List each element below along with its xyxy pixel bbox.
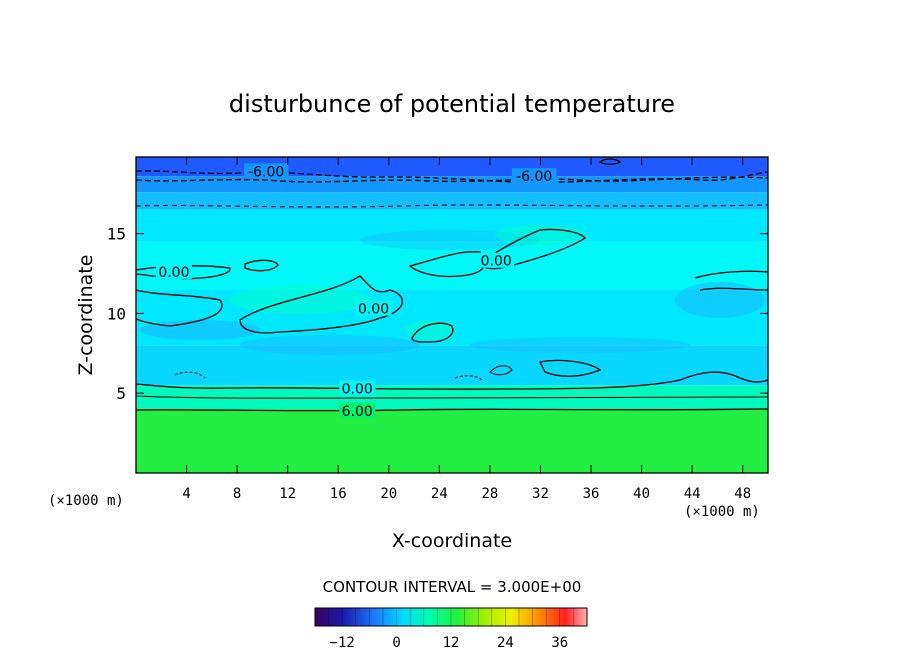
field-patch — [360, 230, 540, 250]
contour-label-bg — [339, 380, 376, 396]
field-band — [136, 241, 768, 290]
field-band — [136, 157, 768, 177]
x-tick-label: 4 — [182, 486, 190, 502]
x-tick-label: 28 — [481, 486, 498, 502]
y-axis-ticks: 5 10 15 — [107, 225, 768, 403]
contour-lines — [136, 158, 768, 412]
colorbar-ticks: −12 0 12 24 36 — [314, 608, 588, 651]
colorbar-tick-label: 12 — [443, 635, 460, 651]
contour-label: 0.00 — [481, 254, 512, 270]
y-unit-label: (×1000 m) — [48, 493, 124, 509]
y-tick-label: 5 — [116, 384, 126, 403]
contour-line — [411, 322, 454, 343]
x-axis-ticks: 4 8 12 16 20 24 28 32 36 40 44 48 — [182, 157, 751, 502]
y-tick-label: 15 — [107, 225, 126, 244]
x-tick-label: 20 — [380, 486, 397, 502]
field-bands — [136, 157, 768, 473]
contour-line — [136, 176, 768, 183]
contour-label-bg — [339, 402, 376, 418]
y-axis-label: Z-coordinate — [75, 255, 97, 376]
contour-label-bg — [155, 263, 192, 279]
contour-line — [598, 158, 622, 165]
x-tick-label: 44 — [684, 486, 701, 502]
colorbar-tick-label: 36 — [551, 635, 568, 651]
x-tick-label: 8 — [233, 486, 241, 502]
contour-line — [694, 270, 768, 279]
x-axis-label: X-coordinate — [392, 530, 512, 552]
contour-line — [454, 375, 483, 381]
x-tick-label: 32 — [532, 486, 549, 502]
contour-line — [136, 395, 768, 399]
field-patch — [405, 320, 455, 340]
contour-line — [479, 228, 586, 270]
contour-line — [489, 365, 513, 376]
field-patch — [495, 225, 585, 245]
contour-label: -6.00 — [516, 169, 552, 185]
contour-interval-text: CONTOUR INTERVAL = 3.000E+00 — [323, 578, 582, 596]
contour-label: 0.00 — [342, 381, 373, 397]
field-band — [136, 176, 768, 193]
x-tick-label: 16 — [330, 486, 347, 502]
contour-label-bg — [478, 252, 515, 268]
colorbar: −12 0 12 24 36 — [314, 607, 588, 651]
contour-label: -6.00 — [248, 164, 284, 180]
y-tick-label: 10 — [107, 304, 126, 323]
field-band — [136, 209, 768, 242]
field-patch — [230, 286, 370, 314]
field-band — [136, 409, 768, 473]
contour-label-bg — [355, 300, 392, 316]
field-patch — [470, 337, 690, 353]
contour-line — [136, 408, 768, 412]
colorbar-tick-label: 24 — [497, 635, 514, 651]
contour-line — [136, 289, 223, 327]
contour-line — [174, 371, 206, 379]
contour-line — [136, 170, 768, 183]
field-band — [136, 192, 768, 210]
contour-line — [539, 359, 602, 377]
colorbar-tick-label: 0 — [392, 635, 400, 651]
x-tick-label: 24 — [431, 486, 448, 502]
field-patch — [240, 335, 420, 355]
plot-area: -6.00 -6.00 0.00 0.00 0.00 0.00 6.00 — [136, 157, 768, 473]
contour-label: 6.00 — [342, 404, 373, 420]
x-unit-label: (×1000 m) — [684, 504, 760, 520]
field-patches — [140, 225, 765, 355]
contour-label: 0.00 — [358, 302, 389, 318]
contour-label-bg — [511, 168, 557, 184]
field-band — [136, 345, 768, 386]
contour-line — [239, 275, 403, 334]
contour-line — [136, 204, 768, 208]
x-tick-label: 48 — [734, 486, 751, 502]
x-tick-label: 36 — [583, 486, 600, 502]
field-patch — [140, 320, 260, 340]
contour-label-bg — [243, 163, 289, 179]
contour-labels: -6.00 -6.00 0.00 0.00 0.00 0.00 6.00 — [155, 163, 557, 420]
chart-title: disturbunce of potential temperature — [229, 90, 675, 118]
x-tick-label: 12 — [279, 486, 296, 502]
colorbar-tick-label: −12 — [330, 635, 355, 651]
contour-line — [136, 371, 768, 390]
contour-line — [244, 259, 279, 272]
plot-frame — [135, 156, 769, 474]
x-tick-label: 40 — [633, 486, 650, 502]
contour-label: 0.00 — [158, 265, 189, 281]
contour-line — [699, 287, 768, 291]
field-patch — [675, 282, 765, 318]
field-band — [136, 385, 768, 410]
